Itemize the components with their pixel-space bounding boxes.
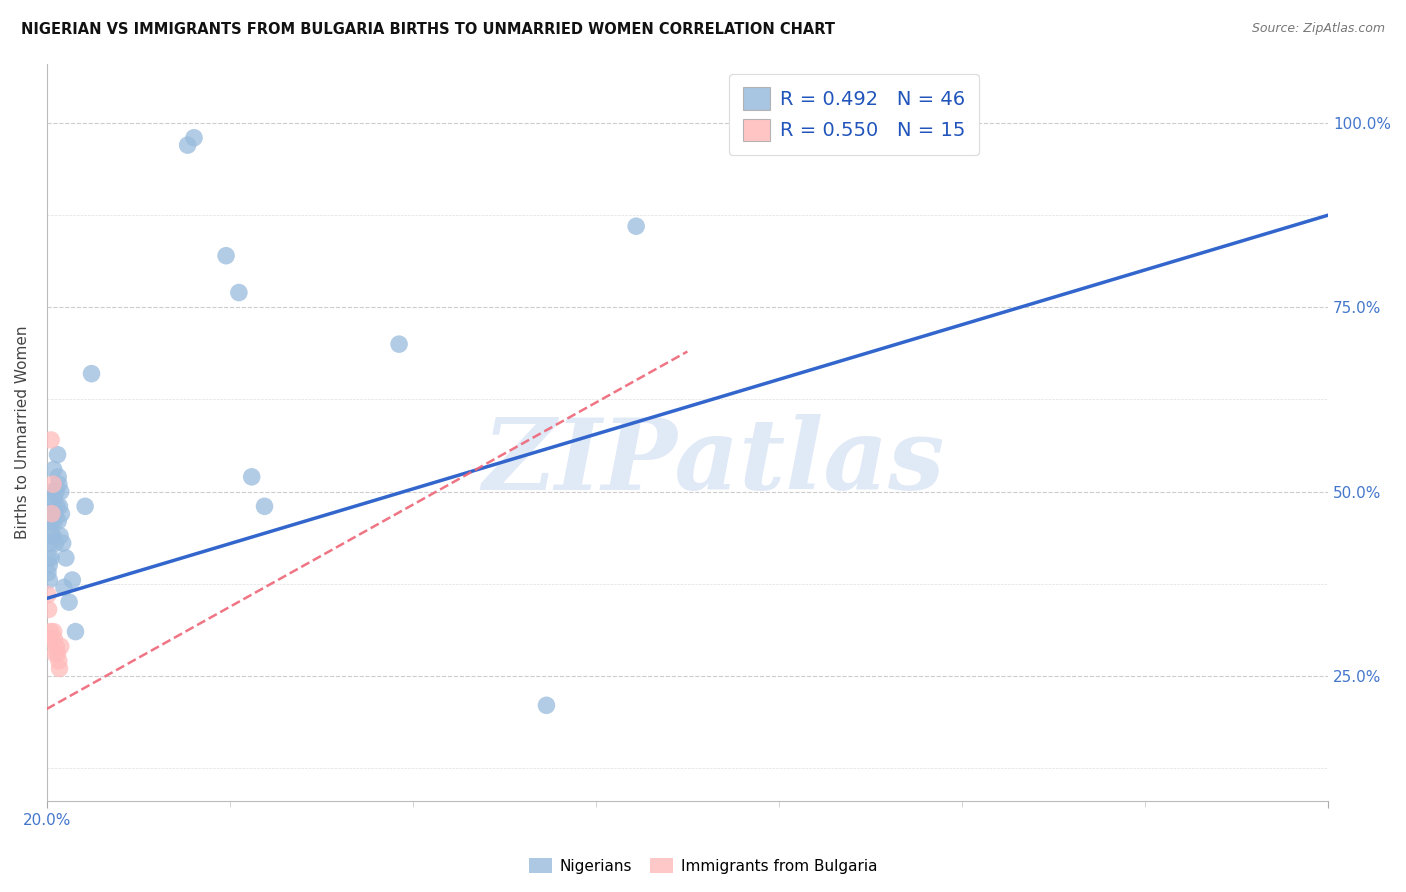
Point [183,130,205,145]
Point [46,514,69,528]
Point [253,500,276,514]
Point [38,558,60,573]
Point [624,219,647,234]
Point [42,477,65,491]
Point [45,536,67,550]
Point [75,500,97,514]
Point [39,550,62,565]
Point [41,500,63,514]
Point [42,624,65,639]
Point [38,536,60,550]
Point [37,588,59,602]
Point [388,337,411,351]
Point [48,654,70,668]
Point [45,640,67,654]
Point [48,477,70,491]
Point [41,507,63,521]
Point [39,624,62,639]
Point [51,507,73,521]
Point [44,484,66,499]
Legend: R = 0.492   N = 46, R = 0.550   N = 15: R = 0.492 N = 46, R = 0.550 N = 15 [730,74,979,154]
Point [46,470,69,484]
Point [44,507,66,521]
Point [42,462,65,476]
Point [240,470,263,484]
Point [38,632,60,646]
Point [38,602,60,616]
Point [44,514,66,528]
Text: NIGERIAN VS IMMIGRANTS FROM BULGARIA BIRTHS TO UNMARRIED WOMEN CORRELATION CHART: NIGERIAN VS IMMIGRANTS FROM BULGARIA BIR… [21,22,835,37]
Text: Source: ZipAtlas.com: Source: ZipAtlas.com [1251,22,1385,36]
Point [58,595,80,609]
Point [46,647,69,661]
Point [60,573,83,587]
Point [49,484,72,499]
Point [44,632,66,646]
Legend: Nigerians, Immigrants from Bulgaria: Nigerians, Immigrants from Bulgaria [523,852,883,880]
Text: ZIPatlas: ZIPatlas [482,414,945,510]
Point [38,573,60,587]
Point [49,529,72,543]
Point [42,529,65,543]
Point [38,550,60,565]
Point [45,484,67,499]
Point [41,514,63,528]
Point [52,581,75,595]
Point [52,536,75,550]
Point [536,698,558,713]
Point [48,500,70,514]
Point [44,647,66,661]
Point [42,507,65,521]
Point [42,491,65,506]
Point [46,448,69,462]
Point [55,550,77,565]
Point [48,661,70,675]
Point [49,640,72,654]
Point [39,514,62,528]
Point [215,249,238,263]
Point [39,433,62,447]
Point [37,566,59,580]
Y-axis label: Births to Unmarried Women: Births to Unmarried Women [15,326,30,540]
Point [39,529,62,543]
Point [176,138,198,153]
Point [65,624,87,639]
Point [80,367,103,381]
Point [228,285,250,300]
Point [45,500,67,514]
Point [41,484,63,499]
